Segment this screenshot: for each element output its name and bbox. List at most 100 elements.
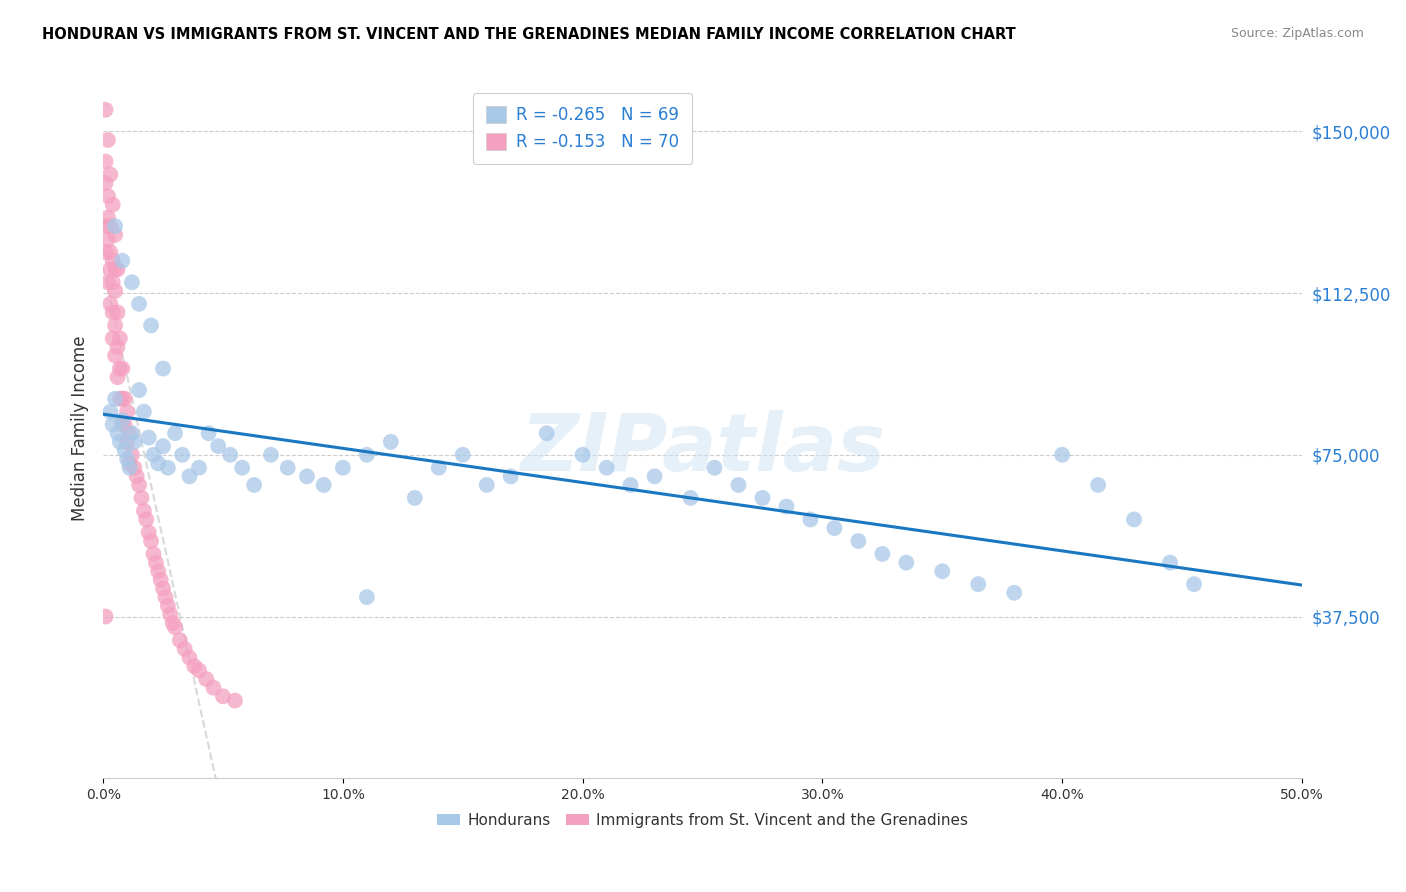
Point xyxy=(380,434,402,449)
Point xyxy=(571,448,593,462)
Point xyxy=(118,460,141,475)
Point xyxy=(197,426,219,441)
Point xyxy=(499,469,522,483)
Point xyxy=(132,504,155,518)
Text: Source: ZipAtlas.com: Source: ZipAtlas.com xyxy=(1230,27,1364,40)
Point xyxy=(159,607,181,622)
Point xyxy=(108,392,131,406)
Point xyxy=(131,491,153,505)
Point xyxy=(108,331,131,345)
Point xyxy=(111,413,134,427)
Point xyxy=(98,168,121,182)
Point xyxy=(98,405,121,419)
Point xyxy=(115,452,138,467)
Point xyxy=(115,434,138,449)
Point xyxy=(1002,586,1025,600)
Point xyxy=(94,609,117,624)
Point xyxy=(139,534,162,549)
Point xyxy=(128,297,150,311)
Point xyxy=(475,478,498,492)
Point xyxy=(148,457,170,471)
Point xyxy=(97,189,120,203)
Point xyxy=(148,564,170,578)
Point xyxy=(931,564,953,578)
Point xyxy=(121,426,143,441)
Point xyxy=(152,439,174,453)
Point xyxy=(132,405,155,419)
Point xyxy=(703,460,725,475)
Point xyxy=(128,383,150,397)
Point xyxy=(104,262,127,277)
Point xyxy=(121,275,143,289)
Point xyxy=(111,392,134,406)
Text: HONDURAN VS IMMIGRANTS FROM ST. VINCENT AND THE GRENADINES MEDIAN FAMILY INCOME : HONDURAN VS IMMIGRANTS FROM ST. VINCENT … xyxy=(42,27,1017,42)
Point xyxy=(107,305,129,319)
Point xyxy=(138,525,160,540)
Point xyxy=(165,426,187,441)
Point xyxy=(536,426,558,441)
Point xyxy=(128,478,150,492)
Text: ZIPatlas: ZIPatlas xyxy=(520,409,884,488)
Point xyxy=(114,443,136,458)
Point xyxy=(107,426,129,441)
Point xyxy=(967,577,990,591)
Point xyxy=(149,573,172,587)
Point xyxy=(121,448,143,462)
Point xyxy=(101,197,124,211)
Point xyxy=(152,361,174,376)
Point xyxy=(97,232,120,246)
Point xyxy=(97,211,120,225)
Point xyxy=(104,318,127,333)
Point xyxy=(101,331,124,345)
Point xyxy=(332,460,354,475)
Point xyxy=(104,227,127,242)
Point xyxy=(104,349,127,363)
Point xyxy=(224,693,246,707)
Point xyxy=(111,253,134,268)
Point xyxy=(195,672,218,686)
Point xyxy=(104,284,127,298)
Point xyxy=(172,448,194,462)
Point xyxy=(312,478,335,492)
Point xyxy=(179,650,201,665)
Point xyxy=(169,633,191,648)
Point xyxy=(404,491,426,505)
Point xyxy=(104,219,127,234)
Point xyxy=(179,469,201,483)
Point xyxy=(135,512,157,526)
Point xyxy=(212,690,235,704)
Point xyxy=(1159,556,1181,570)
Point xyxy=(101,275,124,289)
Point xyxy=(111,417,134,432)
Point xyxy=(595,460,617,475)
Point xyxy=(188,664,211,678)
Point xyxy=(243,478,266,492)
Point xyxy=(94,103,117,117)
Point xyxy=(202,681,225,695)
Point xyxy=(156,599,179,613)
Point xyxy=(98,245,121,260)
Point xyxy=(188,460,211,475)
Point xyxy=(124,460,146,475)
Point xyxy=(156,460,179,475)
Point xyxy=(823,521,845,535)
Point xyxy=(183,659,205,673)
Point xyxy=(751,491,773,505)
Point xyxy=(799,512,821,526)
Point xyxy=(104,392,127,406)
Point xyxy=(145,556,167,570)
Point xyxy=(101,417,124,432)
Point xyxy=(427,460,450,475)
Point xyxy=(775,500,797,514)
Point xyxy=(679,491,702,505)
Point xyxy=(165,620,187,634)
Point xyxy=(118,457,141,471)
Point xyxy=(115,405,138,419)
Point xyxy=(1182,577,1205,591)
Point xyxy=(108,434,131,449)
Point xyxy=(139,318,162,333)
Point xyxy=(1123,512,1146,526)
Point xyxy=(97,275,120,289)
Y-axis label: Median Family Income: Median Family Income xyxy=(72,335,89,521)
Point xyxy=(101,305,124,319)
